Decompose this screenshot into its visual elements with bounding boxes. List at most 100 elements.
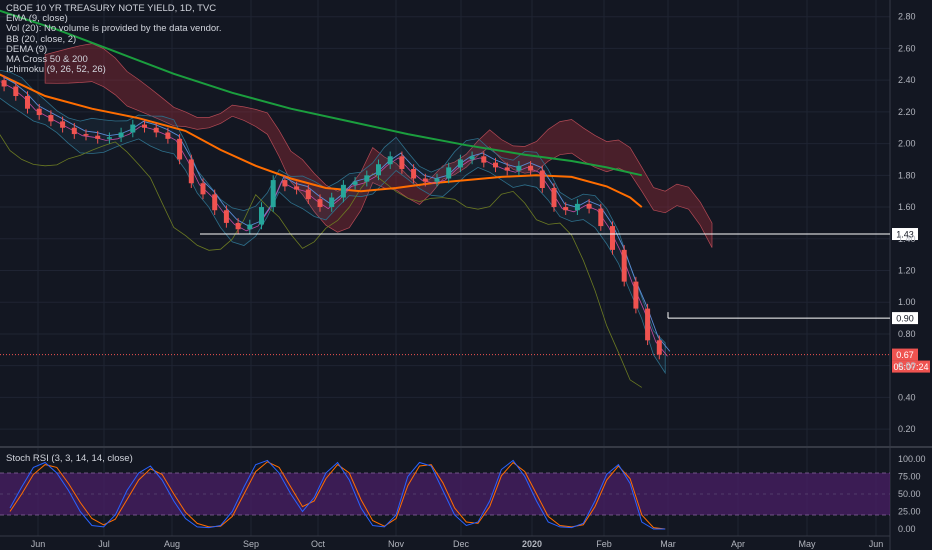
candle (434, 178, 440, 182)
x-tick-label: Apr (731, 539, 745, 549)
indicator-legend: CBOE 10 YR TREASURY NOTE YIELD, 1D, TVC … (6, 3, 222, 76)
x-tick-label: Jun (31, 539, 46, 549)
candle (387, 156, 393, 165)
candle (235, 222, 241, 230)
legend-dema[interactable]: DEMA (9) (6, 43, 48, 55)
candle (528, 165, 534, 171)
candle (259, 207, 264, 225)
candle (411, 168, 417, 179)
x-tick-label: May (798, 539, 816, 549)
candle (364, 175, 370, 182)
rsi-y-tick-label: 50.00 (898, 489, 921, 499)
candle (142, 124, 147, 128)
candle (340, 184, 346, 198)
y-tick-label: 0.60 (898, 361, 916, 371)
y-tick-label: 2.20 (898, 107, 916, 117)
legend-ema[interactable]: EMA (9, close) (6, 13, 68, 25)
candle (516, 165, 522, 171)
candle (165, 132, 171, 139)
candle (95, 135, 101, 139)
support-label-text: 0.90 (896, 314, 914, 324)
candle (106, 137, 112, 139)
legend-bb[interactable]: BB (20, close, 2) (6, 33, 77, 45)
candle (270, 180, 276, 208)
chart-title[interactable]: CBOE 10 YR TREASURY NOTE YIELD, 1D, TVC (6, 3, 217, 14)
candle (656, 340, 662, 355)
candle (223, 210, 229, 223)
rsi-y-tick-label: 25.00 (898, 507, 921, 517)
candle (633, 281, 639, 309)
legend-ichimoku[interactable]: Ichimoku (9, 26, 52, 26) (6, 64, 106, 76)
candle (83, 134, 89, 136)
rsi-y-tick-label: 75.00 (898, 472, 921, 482)
stoch-rsi-legend[interactable]: Stoch RSI (3, 3, 14, 14, close) (6, 453, 133, 464)
candle (130, 124, 136, 133)
candle (247, 224, 253, 230)
y-tick-label: 0.20 (898, 424, 916, 434)
x-tick-label: Mar (660, 539, 676, 549)
y-tick-label: 1.80 (898, 170, 916, 180)
legend-ma-cross[interactable]: MA Cross 50 & 200 (6, 54, 88, 66)
candle (200, 183, 206, 195)
bollinger-bands (0, 69, 666, 375)
candle (282, 180, 288, 187)
y-tick-label: 2.60 (898, 43, 916, 53)
countdown-badge (892, 360, 930, 373)
support-label-bg (892, 312, 918, 325)
x-tick-label: Nov (388, 539, 405, 549)
rsi-y-tick-label: 0.00 (898, 524, 916, 534)
x-tick-label: Feb (596, 539, 612, 549)
candle (188, 159, 194, 184)
candle (48, 115, 54, 122)
candle (493, 162, 498, 168)
last-price-badge (892, 348, 918, 361)
candle (422, 178, 428, 182)
ma200-line (0, 9, 643, 177)
candle (574, 203, 580, 211)
candle (610, 226, 615, 250)
candle (598, 208, 604, 227)
candle (504, 167, 510, 171)
candle (153, 127, 159, 133)
candle (446, 167, 452, 179)
y-tick-label: 2.80 (898, 12, 916, 22)
stoch-rsi-d-line (9, 461, 666, 530)
candle (71, 127, 77, 135)
x-tick-label: Dec (453, 539, 470, 549)
ichimoku-lagging-span (0, 134, 643, 388)
y-tick-label: 1.60 (898, 202, 916, 212)
candle (118, 132, 124, 138)
x-tick-label: 2020 (522, 539, 542, 549)
candle (457, 159, 463, 168)
ichimoku-cloud (44, 43, 713, 248)
candle (36, 108, 42, 116)
x-tick-label: Oct (311, 539, 326, 549)
legend-vol[interactable]: Vol (20): No volume is provided by the d… (6, 23, 222, 35)
candle (352, 181, 358, 185)
candle (305, 189, 311, 200)
candle (25, 96, 30, 109)
candle (586, 203, 592, 209)
candle (551, 188, 557, 208)
candle (563, 207, 569, 211)
stoch-rsi-k-line (9, 459, 666, 530)
y-tick-label: 0.40 (898, 392, 916, 402)
candle (481, 156, 487, 163)
candle (329, 197, 335, 208)
support-label-bg (892, 228, 918, 241)
candle (177, 138, 183, 160)
y-tick-label: 2.00 (898, 139, 916, 149)
ema-line (2, 76, 671, 352)
y-tick-label: 0.80 (898, 329, 916, 339)
y-tick-label: 1.40 (898, 234, 916, 244)
candle (1, 80, 7, 87)
x-tick-label: Aug (164, 539, 180, 549)
candle (645, 308, 651, 341)
candle (469, 156, 475, 160)
countdown-text: 05:07:24 (893, 362, 928, 372)
candle (376, 164, 381, 176)
y-tick-label: 1.20 (898, 266, 916, 276)
